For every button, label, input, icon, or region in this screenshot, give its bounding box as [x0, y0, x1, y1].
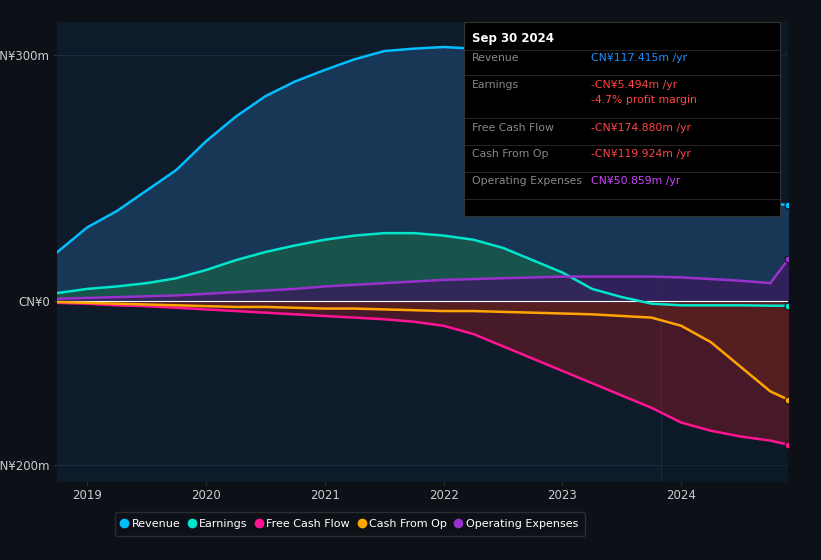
- Text: Free Cash Flow: Free Cash Flow: [472, 123, 554, 133]
- Text: -4.7% profit margin: -4.7% profit margin: [591, 95, 697, 105]
- Text: -CN¥5.494m /yr: -CN¥5.494m /yr: [591, 80, 677, 90]
- Text: CN¥50.859m /yr: CN¥50.859m /yr: [591, 176, 681, 186]
- Text: Earnings: Earnings: [472, 80, 519, 90]
- Legend: Revenue, Earnings, Free Cash Flow, Cash From Op, Operating Expenses: Revenue, Earnings, Free Cash Flow, Cash …: [115, 512, 585, 536]
- Text: Sep 30 2024: Sep 30 2024: [472, 32, 554, 45]
- Text: -CN¥174.880m /yr: -CN¥174.880m /yr: [591, 123, 691, 133]
- Text: Operating Expenses: Operating Expenses: [472, 176, 582, 186]
- Text: -CN¥119.924m /yr: -CN¥119.924m /yr: [591, 150, 691, 160]
- Bar: [661, 22, 788, 482]
- Text: Revenue: Revenue: [472, 53, 520, 63]
- Text: CN¥117.415m /yr: CN¥117.415m /yr: [591, 53, 687, 63]
- Text: Cash From Op: Cash From Op: [472, 150, 548, 160]
